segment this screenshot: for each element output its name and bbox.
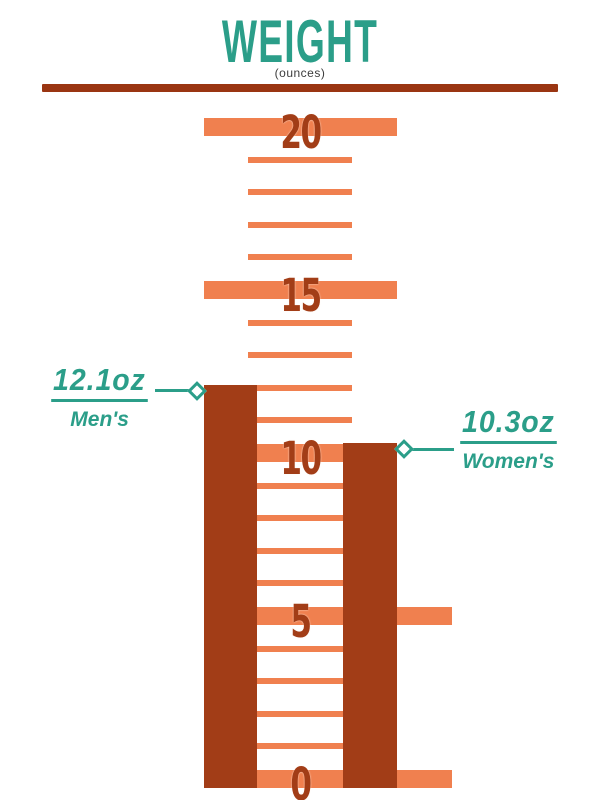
tick-label-15: 15 bbox=[280, 269, 322, 322]
title-divider bbox=[42, 84, 558, 92]
minor-line-3 bbox=[248, 678, 352, 685]
minor-line-4 bbox=[248, 645, 352, 652]
minor-line-14 bbox=[248, 319, 352, 326]
tick-label-0: 0 bbox=[290, 758, 312, 800]
diamond-marker-womens bbox=[394, 439, 414, 460]
chart-title: WEIGHT bbox=[221, 8, 379, 75]
minor-line-6 bbox=[248, 580, 352, 587]
minor-line-11 bbox=[248, 417, 352, 424]
bar-mens bbox=[204, 384, 257, 788]
minor-line-17 bbox=[248, 221, 352, 228]
tick-label-5: 5 bbox=[290, 595, 312, 648]
minor-line-16 bbox=[248, 254, 352, 261]
minor-line-1 bbox=[248, 743, 352, 750]
minor-line-7 bbox=[248, 547, 352, 554]
connector-line-mens bbox=[155, 389, 201, 393]
tick-label-20: 20 bbox=[280, 106, 322, 159]
minor-line-8 bbox=[248, 515, 352, 522]
minor-line-18 bbox=[248, 189, 352, 196]
connector-line-womens bbox=[408, 447, 454, 451]
value-label-mens: 12.1oz bbox=[51, 362, 148, 402]
major-band-15 bbox=[204, 281, 397, 299]
minor-line-13 bbox=[248, 352, 352, 359]
annotation-womens: 10.3oz Women's bbox=[456, 405, 561, 474]
tick-label-10: 10 bbox=[280, 432, 322, 485]
major-band-20 bbox=[204, 118, 397, 136]
minor-line-9 bbox=[248, 482, 352, 489]
category-label-womens: Women's bbox=[462, 450, 555, 474]
annotation-mens: 12.1oz Men's bbox=[47, 362, 152, 432]
bar-womens bbox=[343, 443, 397, 788]
minor-line-2 bbox=[248, 710, 352, 717]
minor-line-12 bbox=[248, 384, 352, 391]
category-label-mens: Men's bbox=[70, 407, 129, 431]
value-label-womens: 10.3oz bbox=[460, 405, 557, 445]
chart-subtitle: (ounces) bbox=[274, 66, 326, 80]
minor-line-19 bbox=[248, 156, 352, 163]
